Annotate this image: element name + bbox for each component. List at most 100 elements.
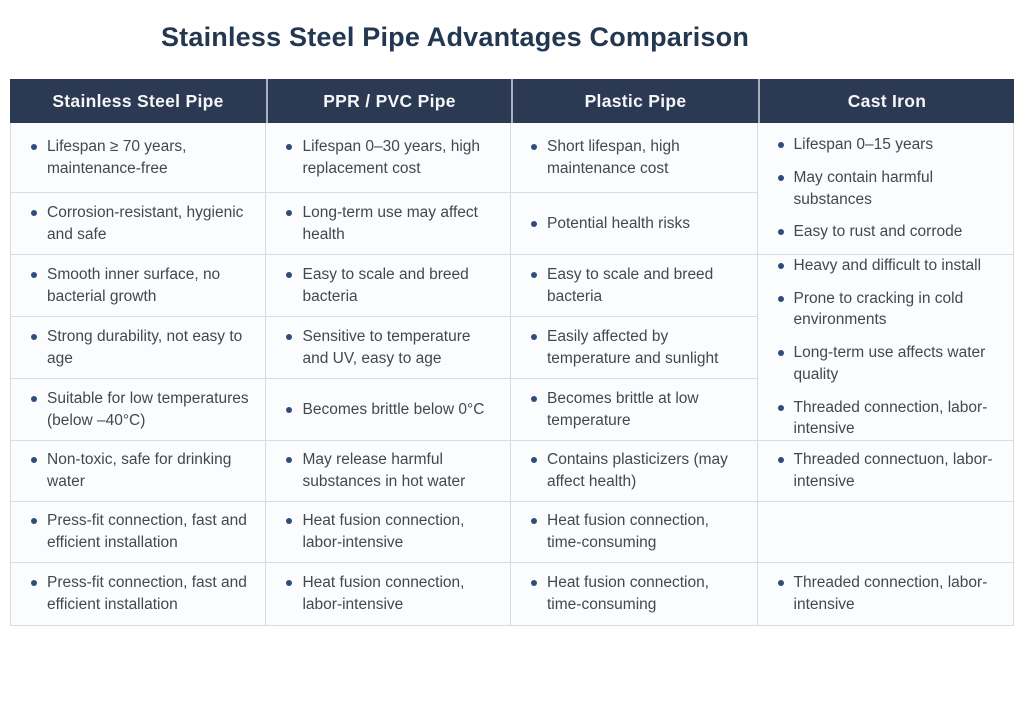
bullet-icon — [777, 295, 784, 302]
list-item: Press-fit connection, fast and efficient… — [31, 510, 251, 553]
cell-text: Lifespan 0–15 years — [793, 136, 934, 154]
table-cell: Non-toxic, safe for drinking water — [11, 441, 267, 502]
list-item: Threaded connection, labor-intensive — [777, 397, 999, 440]
bullet-icon — [531, 220, 537, 227]
table-cell: Becomes brittle at low temperature — [511, 379, 758, 441]
bullet-icon — [31, 518, 37, 525]
list-item: Lifespan 0–15 years — [777, 134, 999, 156]
comparison-table: Stainless Steel Pipe PPR / PVC Pipe Plas… — [10, 79, 1014, 626]
list-item: Heat fusion connection, labor-intensive — [286, 510, 496, 553]
bullet-icon — [286, 406, 293, 413]
list-item: Press-fit connection, fast and efficient… — [31, 572, 251, 615]
table-cell: Press-fit connection, fast and efficient… — [11, 563, 267, 625]
bullet-icon — [777, 174, 784, 181]
bullet-icon — [31, 271, 37, 278]
cell-text: Potential health risks — [547, 214, 691, 232]
cell-text: Contains plasticizers (may affect health… — [547, 451, 728, 490]
list-item: Corrosion-resistant, hygienic and safe — [31, 202, 251, 245]
table-cell: Easy to scale and breed bacteria — [266, 255, 511, 317]
list-item: Becomes brittle at low temperature — [531, 388, 743, 431]
bullet-icon — [286, 457, 293, 464]
bullet-icon — [531, 143, 537, 150]
bullet-icon — [531, 518, 537, 525]
table-cell-merged: Heavy and difficult to install Prone to … — [757, 255, 1013, 441]
bullet-icon — [777, 580, 784, 587]
cell-text: Press-fit connection, fast and efficient… — [47, 574, 247, 613]
cell-text: May release harmful substances in hot wa… — [302, 451, 466, 490]
bullet-icon — [31, 395, 37, 402]
list-item: Heat fusion connection, labor-intensive — [286, 572, 496, 615]
table-cell-empty — [757, 502, 1013, 563]
table-cell: May release harmful substances in hot wa… — [266, 441, 511, 502]
list-item: Becomes brittle below 0°C — [286, 399, 496, 421]
list-item: Smooth inner surface, no bacterial growt… — [31, 264, 251, 307]
bullet-icon — [286, 333, 293, 340]
list-item: Easily affected by temperature and sunli… — [531, 326, 743, 369]
list-item: Sensitive to temperature and UV, easy to… — [286, 326, 496, 369]
cell-text: Lifespan ≥ 70 years, maintenance-free — [47, 137, 187, 177]
cell-text: Threaded connection, labor-intensive — [793, 574, 988, 613]
table-cell: Threaded connectuon, labor-intensive — [757, 441, 1013, 502]
cell-text: May contain harmful substances — [793, 168, 934, 208]
table-cell: Long-term use may affect health — [266, 193, 511, 255]
cell-text: Heat fusion connection, time-consuming — [547, 512, 709, 551]
list-item: Easy to scale and breed bacteria — [286, 264, 496, 307]
bullet-icon — [531, 580, 537, 587]
table-cell: Lifespan ≥ 70 years, maintenance-free — [11, 123, 267, 193]
table-cell: Suitable for low temperatures (below –40… — [11, 379, 267, 441]
list-item: Threaded connection, labor-intensive — [777, 572, 999, 615]
table-cell: Easily affected by temperature and sunli… — [511, 317, 758, 379]
table-body: Lifespan ≥ 70 years, maintenance-free Co… — [10, 123, 1014, 626]
list-item: Heat fusion connection, time-consuming — [531, 572, 743, 615]
bullet-icon — [286, 518, 293, 525]
bullet-icon — [531, 395, 537, 402]
bullet-icon — [777, 142, 784, 149]
list-item: Easy to rust and corrode — [777, 221, 999, 243]
cell-text: Becomes brittle at low temperature — [547, 389, 699, 429]
list-item: Long-term use affects water quality — [777, 342, 999, 385]
cell-text: Easy to scale and breed bacteria — [302, 265, 469, 305]
list-item: Easy to scale and breed bacteria — [531, 264, 743, 307]
cell-text: Long-term use may affect health — [302, 203, 478, 243]
list-item: Long-term use may affect health — [286, 202, 496, 245]
bullet-icon — [777, 457, 784, 464]
bullet-icon — [531, 457, 537, 464]
bullet-icon — [31, 209, 37, 216]
cell-text: Threaded connectuon, labor-intensive — [793, 451, 993, 490]
cell-text: Heat fusion connection, labor-intensive — [302, 512, 465, 551]
list-item: Lifespan 0–30 years, high replacement co… — [286, 136, 496, 179]
list-item: Non-toxic, safe for drinking water — [31, 449, 251, 492]
bullet-icon — [531, 333, 537, 340]
table-cell: Easy to scale and breed bacteria — [511, 255, 758, 317]
table-cell: Press-fit connection, fast and efficient… — [11, 502, 267, 563]
list-item: Heat fusion connection, time-consuming — [531, 510, 743, 553]
table-cell: Becomes brittle below 0°C — [266, 379, 511, 441]
table-cell: Strong durability, not easy to age — [11, 317, 267, 379]
cell-text: Easy to rust and corrode — [793, 223, 963, 241]
bullet-icon — [777, 229, 784, 236]
bullet-icon — [777, 404, 784, 411]
page-title: Stainless Steel Pipe Advantages Comparis… — [160, 22, 750, 52]
list-item: Strong durability, not easy to age — [31, 326, 251, 369]
cell-text: Press-fit connection, fast and efficient… — [47, 512, 247, 551]
cell-text: Short lifespan, high maintenance cost — [547, 137, 680, 177]
column-header-cast-iron: Cast Iron — [758, 79, 1014, 123]
bullet-icon — [286, 271, 293, 278]
table-header-row: Stainless Steel Pipe PPR / PVC Pipe Plas… — [10, 79, 1014, 123]
column-header-stainless-steel-pipe: Stainless Steel Pipe — [52, 90, 224, 111]
cell-text: Corrosion-resistant, hygienic and safe — [47, 203, 244, 243]
bullet-icon — [31, 457, 37, 464]
list-item: Potential health risks — [531, 213, 743, 235]
cell-text: Lifespan 0–30 years, high replacement co… — [302, 137, 481, 177]
cell-text: Becomes brittle below 0°C — [302, 400, 485, 418]
cell-text: Sensitive to temperature and UV, easy to… — [302, 327, 471, 367]
cell-text: Heavy and difficult to install — [793, 257, 982, 275]
cell-text: Prone to cracking in cold environments — [793, 289, 964, 329]
table-cell: Heat fusion connection, labor-intensive — [266, 502, 511, 563]
cell-text: Strong durability, not easy to age — [47, 327, 243, 367]
cell-text: Heat fusion connection, labor-intensive — [302, 574, 465, 613]
list-item: Heavy and difficult to install — [777, 255, 999, 277]
table-cell: Sensitive to temperature and UV, easy to… — [266, 317, 511, 379]
bullet-icon — [286, 580, 293, 587]
table-cell: Potential health risks — [511, 193, 758, 255]
